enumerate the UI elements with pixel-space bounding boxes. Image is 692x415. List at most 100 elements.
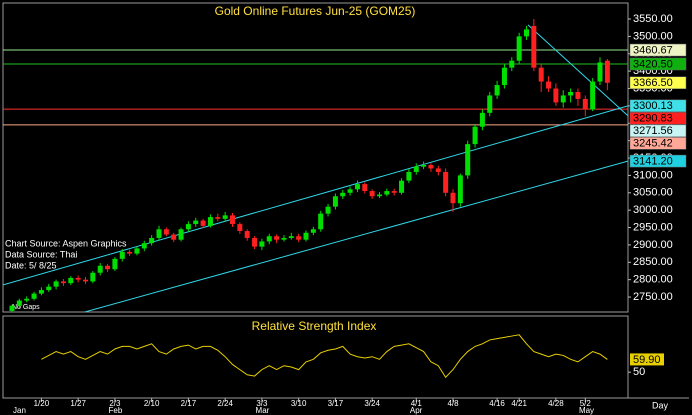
candle-body (377, 194, 382, 197)
candle-body (68, 277, 74, 284)
candle-body (310, 229, 316, 233)
candle-body (524, 29, 529, 37)
candle-body (354, 184, 360, 190)
y-tick-label: 3100.00 (633, 169, 673, 181)
price-plot (3, 18, 628, 312)
candle-body (479, 112, 485, 127)
candle-body (53, 281, 59, 287)
candle-body (546, 81, 552, 89)
trendline (3, 105, 628, 286)
candle-body (207, 217, 213, 226)
candle-body (134, 248, 140, 254)
candle-body (487, 95, 493, 113)
rsi-last-box (630, 353, 664, 366)
x-tick-label: 2/17 (181, 399, 197, 408)
candle-body (553, 88, 559, 103)
x-tick-label: 5/2 (580, 399, 592, 408)
price-box-label: 3271.56 (633, 125, 673, 137)
price-box (629, 112, 687, 125)
price-box-label: 3300.13 (633, 100, 673, 112)
candle-body (413, 166, 419, 172)
x-tick-label: 4/28 (548, 399, 564, 408)
candle-body (185, 224, 191, 230)
candle-body (303, 232, 309, 240)
x-tick-label: 4/1 (411, 399, 423, 408)
candle-body (200, 220, 206, 226)
candle-body (332, 196, 338, 207)
month-label: Apr (410, 406, 423, 415)
candle-body (178, 229, 184, 240)
price-box-label: 3366.50 (633, 77, 673, 89)
candle-body (538, 67, 544, 82)
note: Data Source: Thai (5, 249, 77, 259)
candle-body (38, 290, 44, 294)
candle-body (16, 300, 22, 306)
note: Date: 5/ 8/25 (5, 260, 57, 270)
candle-body (230, 215, 235, 225)
price-box (629, 124, 687, 138)
candle-body (340, 192, 346, 197)
candle-body (443, 171, 449, 193)
candle-body (112, 258, 118, 270)
candle-body (90, 272, 96, 282)
price-box (629, 43, 687, 57)
candle-body (105, 265, 111, 270)
chart-title: Gold Online Futures Jun-25 (GOM25) (215, 4, 416, 18)
y-tick-label: 2750.00 (633, 291, 673, 303)
price-marks (3, 18, 628, 312)
price-box-label: 3460.67 (633, 44, 673, 56)
gap-note: No Gaps (12, 304, 40, 311)
rsi-title: Relative Strength Index (252, 319, 377, 333)
price-box-label: 3141.20 (633, 155, 673, 167)
candle-body (590, 81, 596, 110)
candle-body (288, 236, 294, 238)
x-tick-label: 3/3 (256, 399, 268, 408)
candle-body (149, 237, 155, 244)
price-box (629, 57, 687, 71)
candle-body (509, 60, 515, 68)
candle-body (9, 305, 15, 311)
candle-body (450, 192, 456, 204)
x-tick-label: 2/3 (109, 399, 121, 408)
candle-body (281, 237, 287, 240)
month-label: May (579, 406, 594, 415)
trendline (527, 24, 628, 117)
y-tick-label: 3000.00 (633, 204, 673, 216)
candle-body (222, 215, 228, 219)
x-tick-label: 4/21 (511, 399, 527, 408)
candle-body (494, 85, 500, 96)
price-box-label: 3245.42 (633, 138, 673, 150)
y-tick-label: 3500.00 (633, 30, 673, 42)
candle-body (31, 293, 37, 299)
candle-body (163, 229, 169, 235)
candle-body (259, 241, 265, 247)
candle-body (391, 191, 397, 193)
price-box-label: 3290.83 (633, 113, 673, 125)
x-tick-label: 1/20 (34, 399, 50, 408)
x-tick-label: 2/10 (144, 399, 160, 408)
candle-body (46, 286, 52, 291)
month-label: Jan (13, 406, 26, 415)
candle-body (575, 91, 581, 99)
candle-body (215, 217, 221, 219)
candle-body (141, 243, 147, 249)
candle-body (156, 229, 162, 238)
price-box (629, 154, 687, 168)
candle-body (568, 91, 574, 96)
price-box-label: 3420.50 (633, 58, 673, 70)
candle-body (171, 234, 177, 240)
candle-body (318, 213, 324, 230)
candle-body (296, 236, 302, 240)
y-tick-label: 2800.00 (633, 274, 673, 286)
candle-body (582, 98, 588, 110)
candle-body (465, 144, 471, 176)
candle-body (399, 180, 405, 193)
candle-body (421, 164, 427, 167)
candle-body (560, 95, 566, 103)
candle-body (83, 279, 88, 282)
candle-body (252, 237, 258, 247)
candle-body (516, 36, 522, 61)
rsi-last-label: 59.90 (633, 354, 661, 366)
